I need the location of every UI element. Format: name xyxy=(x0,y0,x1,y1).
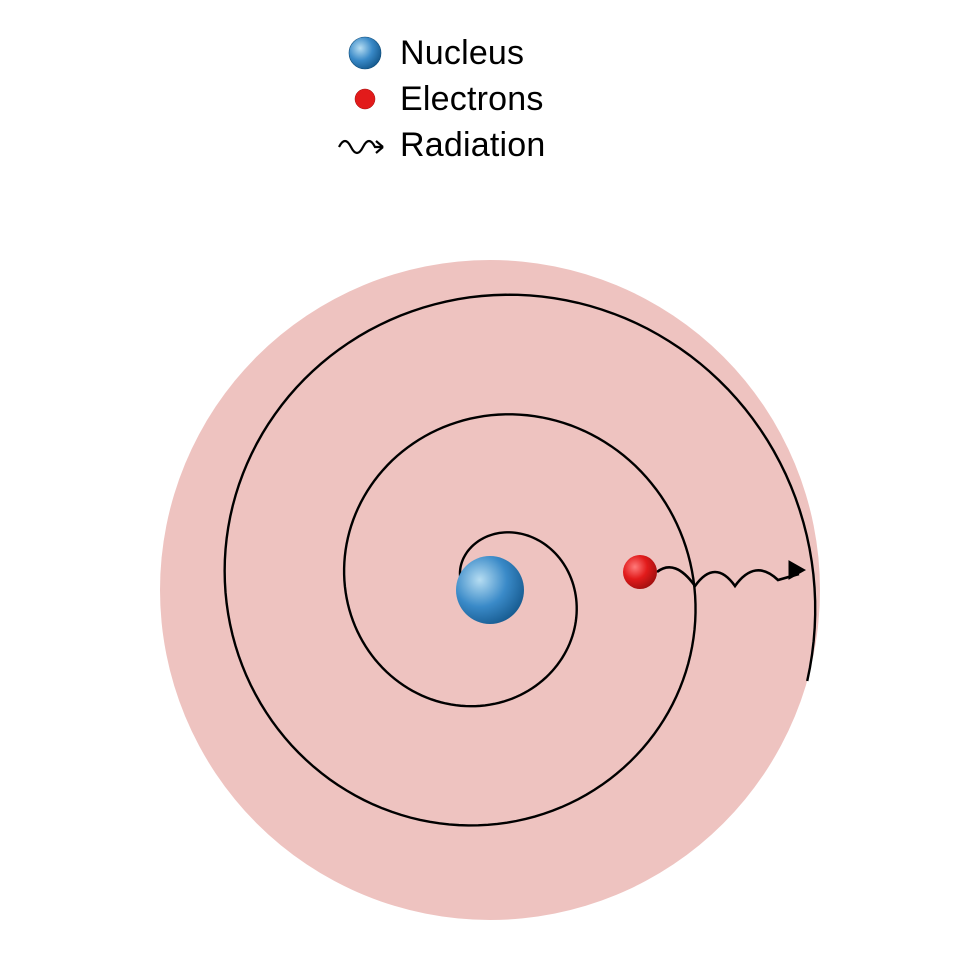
atom-diagram xyxy=(130,240,850,940)
legend-label-nucleus: Nucleus xyxy=(400,34,524,73)
legend-row-radiation: Radiation xyxy=(330,122,545,168)
electron-icon xyxy=(330,79,400,119)
legend-row-electrons: Electrons xyxy=(330,76,545,122)
nucleus-sphere xyxy=(456,556,524,624)
diagram-stage: Nucleus Electrons Radiation xyxy=(0,0,980,980)
legend: Nucleus Electrons Radiation xyxy=(330,30,545,168)
legend-label-radiation: Radiation xyxy=(400,126,545,165)
wavy-arrow-icon xyxy=(330,125,400,165)
legend-label-electrons: Electrons xyxy=(400,80,544,119)
nucleus-icon xyxy=(330,33,400,73)
electron-dot xyxy=(623,555,657,589)
legend-row-nucleus: Nucleus xyxy=(330,30,545,76)
